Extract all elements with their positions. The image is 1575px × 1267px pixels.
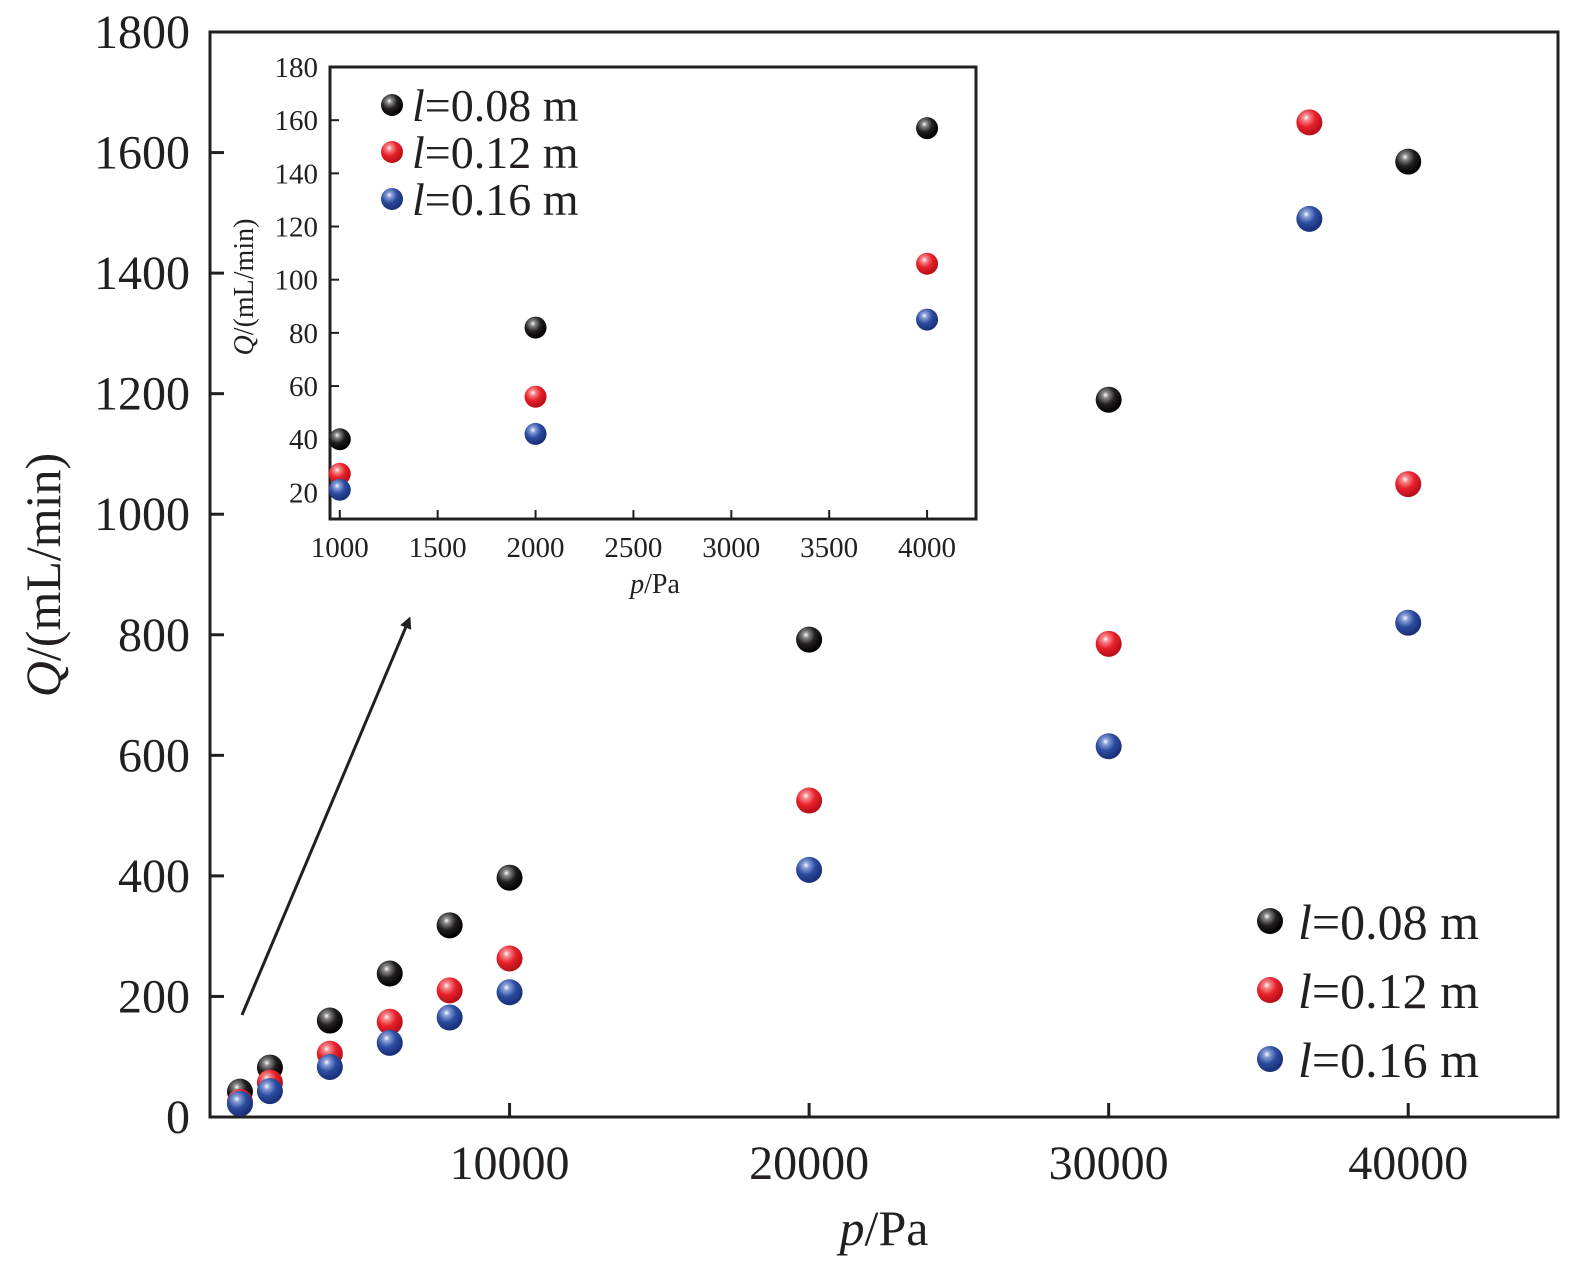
main-data-point-series-3	[376, 1029, 403, 1056]
inset-data-point-series-1	[916, 117, 939, 140]
inset-x-tick-label: 1000	[311, 532, 369, 564]
main-data-point-series-3	[1395, 609, 1422, 636]
main-data-point-series-1	[1095, 386, 1122, 413]
main-data-point-series-1	[496, 864, 523, 891]
inset-legend-label-series-1: l=0.08 m	[412, 80, 579, 131]
inset-y-tick-label: 20	[289, 477, 318, 509]
inset-y-tick-label: 100	[275, 265, 319, 297]
main-data-point-series-3	[436, 1004, 463, 1031]
main-y-tick-label: 1600	[94, 127, 190, 180]
legend-label-series-2: l=0.12 m	[1298, 963, 1479, 1019]
main-data-point-series-3	[496, 979, 523, 1006]
main-data-point-series-3	[316, 1053, 343, 1080]
main-x-tick-label: 40000	[1348, 1137, 1468, 1190]
main-y-tick-label: 400	[118, 850, 190, 903]
main-y-tick-label: 800	[118, 609, 190, 662]
main-data-point-series-2	[1095, 630, 1122, 657]
main-x-axis-title: p/Pa	[837, 1200, 929, 1256]
inset-y-tick-label: 80	[289, 318, 318, 350]
main-y-axis-title: Q/(mL/min)	[15, 453, 71, 697]
inset-data-point-series-1	[328, 428, 351, 451]
inset-y-tick-label: 160	[275, 105, 319, 137]
legend-label-series-1: l=0.08 m	[1298, 894, 1479, 950]
inset-x-tick-label: 1500	[409, 532, 467, 564]
inset-data-point-series-3	[916, 308, 939, 331]
inset-axes-ticks: 1000 1500 2000 2500 3000 3500 4000 20 40 60 80 100 1…	[275, 52, 957, 564]
inset-data-point-series-2	[524, 385, 547, 408]
inset-y-tick-label: 60	[289, 371, 318, 403]
inset-x-tick-label: 3000	[702, 532, 760, 564]
legend-marker-series-1	[1257, 908, 1283, 934]
inset-y-tick-label: 180	[275, 52, 319, 84]
inset-plot-frame	[328, 65, 978, 521]
main-data-point-series-1	[376, 960, 403, 987]
main-y-tick-label: 1200	[94, 368, 190, 421]
main-data-point-series-3	[256, 1078, 283, 1105]
inset-data-point-series-3	[328, 478, 351, 501]
inset-legend-marker-series-3	[381, 188, 403, 210]
main-data-point-series-3	[1095, 733, 1122, 760]
main-x-tick-label: 20000	[749, 1137, 869, 1190]
inset-data-point-series-3	[524, 422, 547, 445]
inset-legend-marker-series-1	[381, 94, 403, 116]
inset-legend-label-series-2: l=0.12 m	[412, 127, 579, 178]
main-data-point-series-3	[1296, 205, 1323, 232]
inset-data-point-series-2	[328, 462, 351, 485]
inset-x-tick-label: 2000	[507, 532, 565, 564]
main-y-tick-label: 1000	[94, 488, 190, 541]
inset-x-tick-label: 4000	[898, 532, 956, 564]
main-x-tick-label: 10000	[450, 1137, 570, 1190]
inset-legend-marker-series-2	[381, 141, 403, 163]
inset-x-tick-label: 3500	[800, 532, 858, 564]
main-x-tick-label: 30000	[1049, 1137, 1169, 1190]
inset-data-point-series-1	[524, 316, 547, 339]
main-data-point-series-1	[796, 626, 823, 653]
main-plot-frame	[208, 30, 1560, 1119]
inset-legend-label-series-3: l=0.16 m	[412, 174, 579, 225]
main-data-point-series-1	[316, 1007, 343, 1034]
main-data-point-series-2	[496, 945, 523, 972]
inset-y-tick-label: 40	[289, 424, 318, 456]
legend-label-series-3: l=0.16 m	[1298, 1032, 1479, 1088]
main-axes-ticks: 10000 20000 30000 40000 0 200 400 600 800 1000 120…	[94, 6, 1468, 1190]
main-data-point-series-2	[436, 977, 463, 1004]
legend-marker-series-3	[1257, 1046, 1283, 1072]
main-data-points	[226, 109, 1422, 1117]
inset-y-tick-label: 140	[275, 158, 319, 190]
main-y-tick-label: 1800	[94, 6, 190, 59]
main-data-point-series-2	[1296, 109, 1323, 136]
main-data-point-series-3	[226, 1090, 253, 1117]
main-data-point-series-1	[436, 912, 463, 939]
inset-x-axis-title: p/Pa	[628, 569, 680, 600]
main-data-point-series-1	[1395, 148, 1422, 175]
inset-data-point-series-2	[916, 252, 939, 275]
inset-x-tick-label: 2500	[604, 532, 662, 564]
main-data-point-series-3	[796, 856, 823, 883]
annotation-arrow	[240, 616, 412, 1016]
main-y-tick-label: 1400	[94, 247, 190, 300]
legend-marker-series-2	[1257, 977, 1283, 1003]
inset-data-points	[328, 117, 939, 501]
main-data-point-series-2	[796, 787, 823, 814]
inset-y-tick-label: 120	[275, 212, 319, 244]
main-data-point-series-2	[376, 1008, 403, 1035]
inset-legend: l=0.08 m l=0.12 m l=0.16 m	[381, 80, 579, 225]
main-legend: l=0.08 m l=0.12 m l=0.16 m	[1257, 894, 1479, 1088]
main-y-tick-label: 200	[118, 970, 190, 1023]
inset-y-axis-title: Q/(mL/min)	[229, 219, 260, 356]
main-data-point-series-2	[1395, 471, 1422, 498]
main-y-tick-label: 600	[118, 729, 190, 782]
main-y-tick-label: 0	[166, 1091, 190, 1144]
